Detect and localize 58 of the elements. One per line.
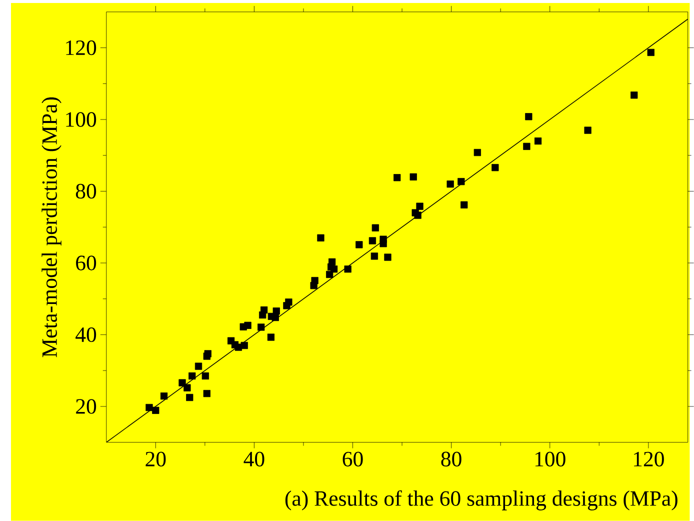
point [188,372,196,380]
point [146,404,153,412]
point [186,394,194,402]
y-tick-label: 60 [76,256,96,270]
x-tick-label: 40 [244,452,264,467]
point [152,406,160,414]
point [380,236,387,243]
point [202,372,209,380]
point [446,180,454,188]
point [414,212,422,219]
y-tick-label: 100 [66,112,96,127]
point [317,234,324,242]
x-tick-label: 20 [146,452,166,467]
point [328,258,336,266]
point [267,334,275,341]
point [523,142,530,150]
point [384,254,392,261]
point [203,390,210,398]
point [240,342,248,350]
x-tick-label: 100 [535,452,566,467]
point [244,322,252,330]
point [460,201,468,209]
point [272,308,280,315]
x-tick-label: 60 [342,452,363,467]
point [258,324,265,331]
point [160,392,168,400]
point [272,314,279,322]
x-tick-label: 80 [441,452,462,467]
point [584,126,592,134]
point [368,237,376,244]
point [525,113,532,120]
point [356,241,363,248]
point [370,252,378,260]
point [492,164,499,172]
point [184,384,191,392]
point [194,362,202,370]
point [344,266,352,273]
point [458,178,465,186]
point [647,48,654,56]
point [311,277,318,284]
y-axis-title: Meta-model perdiction (MPa) [42,97,62,358]
y-tick-label: 120 [66,40,96,56]
point [260,306,268,314]
y-tick-label: 80 [76,184,96,199]
y-tick-label: 20 [76,399,96,414]
point [394,174,401,182]
x-axis-title: (a) Results of the 60 sampling designs (MPa) [285,490,678,510]
point [630,92,638,99]
point [474,149,481,156]
x-tick-label: 120 [634,452,664,467]
point [416,202,424,210]
point [204,350,212,358]
point [285,298,292,306]
point [410,173,417,181]
point [372,224,379,232]
point [534,138,542,145]
y-tick-label: 40 [76,327,96,342]
point [330,266,338,273]
